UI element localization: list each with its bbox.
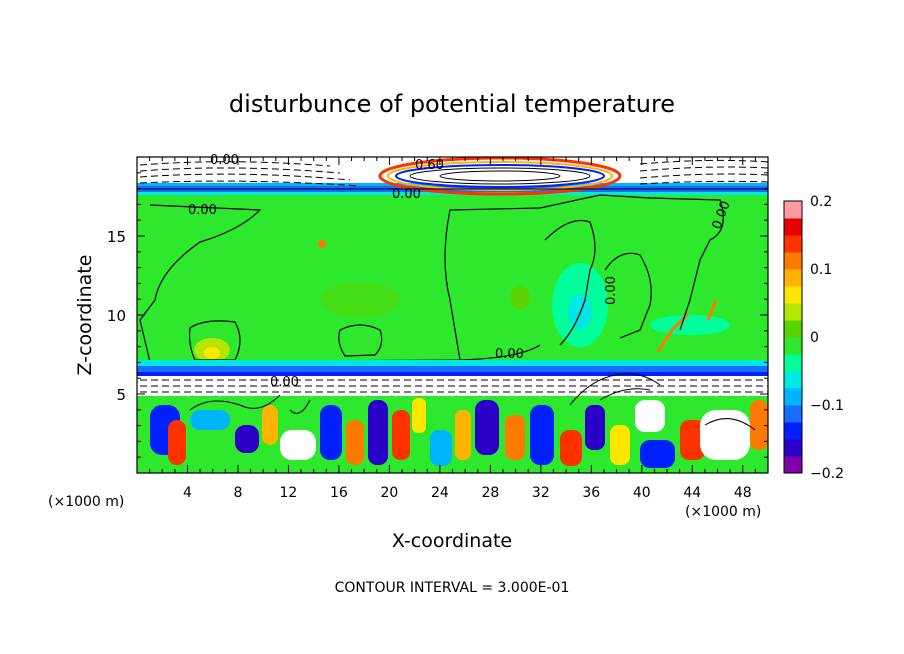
- y-tick-label: 15: [107, 228, 126, 246]
- y-axis-label: Z-coordinate: [74, 255, 96, 376]
- x-tick-label: 32: [532, 485, 550, 501]
- colorbar-tick-label: 0.2: [810, 194, 832, 210]
- y-tick-label: 5: [116, 386, 126, 404]
- x-tick-label: 8: [233, 485, 242, 501]
- contour-label: 0.00: [604, 276, 619, 305]
- colorbar-tick-label: −0.2: [810, 466, 844, 482]
- colorbar-swatch: [784, 337, 802, 355]
- colorbar-swatch: [784, 303, 802, 321]
- colorbar-swatch: [784, 218, 802, 236]
- contour-label: 0.00: [188, 203, 217, 218]
- x-tick-label: 24: [431, 485, 449, 501]
- contour-label: 0.00: [392, 187, 421, 202]
- colorbar-tick-label: 0: [810, 330, 819, 346]
- upper-band: [137, 157, 768, 196]
- colorbar-swatch: [784, 201, 802, 219]
- mid-patches: [194, 240, 730, 362]
- x-tick-label: 44: [683, 485, 701, 501]
- y-tick-label: 10: [107, 307, 126, 325]
- x-tick-label: 12: [280, 485, 298, 501]
- colorbar-ticks: 0.2 0.1 0 −0.1 −0.2: [810, 194, 844, 482]
- x-axis: 4 8 12 16 20 24 28 32 36 40 44 48: [149, 157, 756, 501]
- x-tick-label: 40: [633, 485, 651, 501]
- contour-label: 0.00: [210, 153, 239, 168]
- colorbar-swatch: [784, 252, 802, 270]
- contour-interval-footer: CONTOUR INTERVAL = 3.000E-01: [335, 580, 570, 596]
- colorbar-swatch: [784, 235, 802, 253]
- chart-title: disturbunce of potential temperature: [229, 90, 675, 118]
- colorbar-swatch: [784, 286, 802, 304]
- plot-area: [137, 157, 768, 473]
- colorbar-swatch: [784, 422, 802, 440]
- colorbar-tick-label: −0.1: [810, 398, 844, 414]
- y-axis: 5 10 15: [107, 172, 768, 458]
- x-tick-label: 48: [734, 485, 752, 501]
- x-unit-right: (×1000 m): [685, 504, 761, 520]
- colorbar-tick-label: 0.1: [810, 262, 832, 278]
- colorbar-frame: [783, 200, 803, 474]
- contour-labels: 0.00 0.60 0.00 0.00 0.00 0.00 0.00 0.00: [188, 153, 734, 390]
- colorbar-swatch: [784, 439, 802, 457]
- x-axis-label: X-coordinate: [392, 530, 512, 552]
- contour-label: 0.00: [495, 347, 524, 362]
- colorbar-swatch: [784, 320, 802, 338]
- contour-label: 0.60: [415, 158, 444, 173]
- x-tick-label: 16: [330, 485, 348, 501]
- colorbar-swatch: [784, 371, 802, 389]
- x-tick-label: 28: [481, 485, 499, 501]
- x-tick-label: 20: [380, 485, 398, 501]
- contour-label: 0.00: [270, 375, 299, 390]
- colorbar-swatch: [784, 456, 802, 474]
- boundary-layer: [137, 373, 768, 473]
- colorbar-swatch: [784, 405, 802, 423]
- x-tick-label: 36: [582, 485, 600, 501]
- mid-contours: [139, 194, 724, 363]
- colorbar-swatch: [784, 269, 802, 287]
- colorbar-swatch: [784, 388, 802, 406]
- tropopause-band: [137, 360, 768, 396]
- colorbar: [783, 200, 803, 474]
- colorbar-swatch: [784, 354, 802, 372]
- x-tick-label: 4: [183, 485, 192, 501]
- x-unit-left: (×1000 m): [48, 494, 124, 510]
